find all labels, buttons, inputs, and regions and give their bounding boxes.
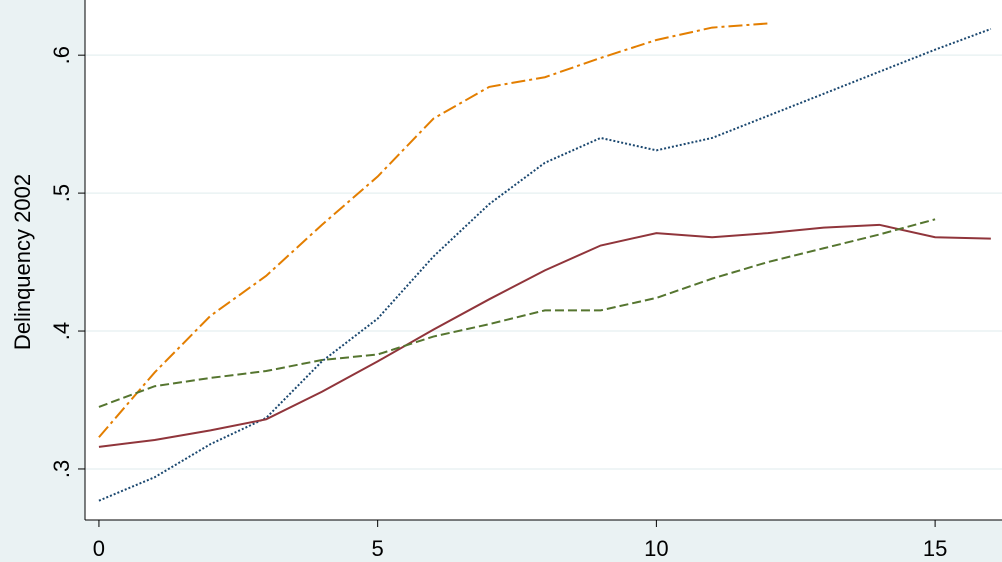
series-line xyxy=(98,218,936,408)
series-line xyxy=(98,28,992,502)
y-tick-label: .5 xyxy=(49,184,74,202)
y-tick-label: .6 xyxy=(49,46,74,64)
series-line xyxy=(98,22,768,438)
x-tick-label: 5 xyxy=(372,536,384,561)
x-tick-label: 15 xyxy=(923,536,947,561)
y-axis-label: Delinquency 2002 xyxy=(10,174,35,350)
y-tick-label: .4 xyxy=(49,322,74,340)
y-tick-label: .3 xyxy=(49,460,74,478)
x-tick-label: 0 xyxy=(93,536,105,561)
x-tick-label: 10 xyxy=(644,536,668,561)
plot-area xyxy=(85,0,1002,520)
series-line xyxy=(98,223,991,448)
